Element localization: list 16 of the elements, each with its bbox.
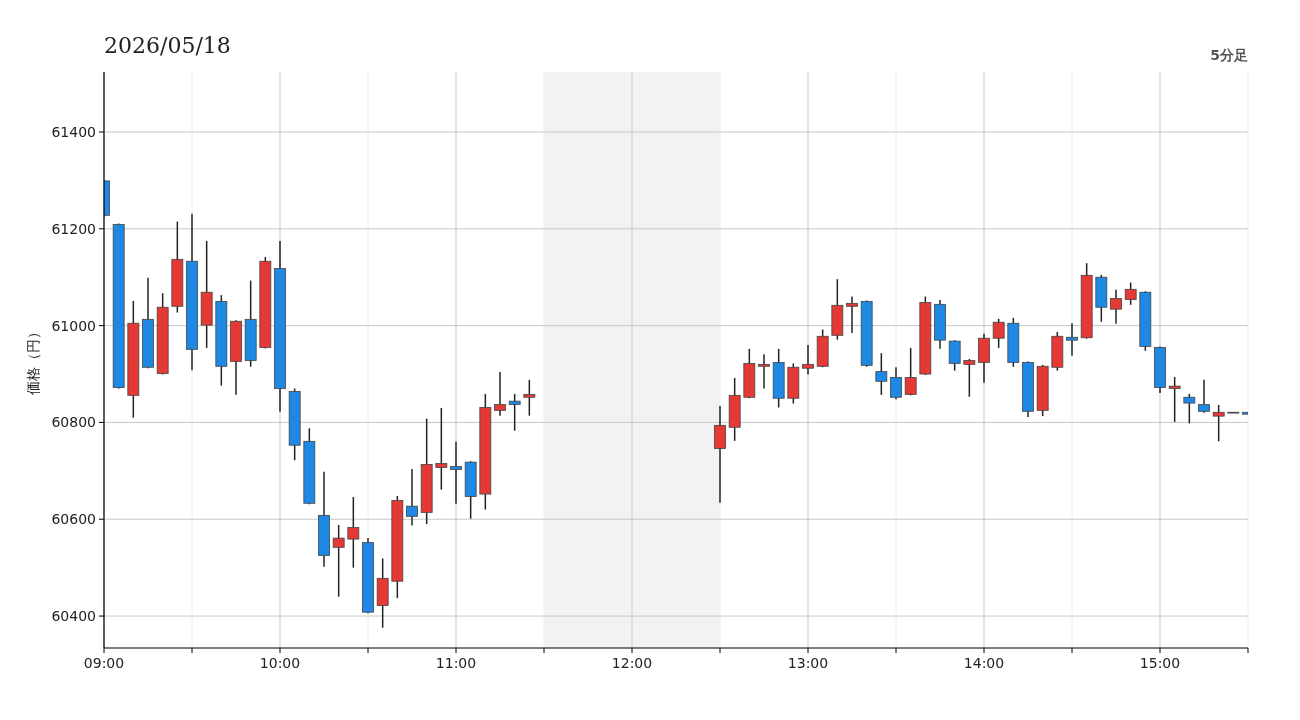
x-tick-label: 10:00: [259, 655, 301, 671]
y-tick-label: 60800: [51, 414, 96, 431]
y-tick-label: 61200: [51, 220, 96, 237]
chart-title: 2026/05/18: [104, 33, 231, 58]
y-tick-label: 60400: [51, 608, 96, 625]
x-tick-label: 09:00: [83, 655, 125, 671]
y-tick-label: 61400: [51, 124, 96, 141]
y-tick-label: 61000: [51, 317, 96, 334]
y-axis-title: 価格（円）: [25, 325, 41, 395]
x-tick-label: 15:00: [1139, 655, 1181, 671]
x-tick-label: 13:00: [787, 655, 829, 671]
y-tick-label: 60600: [51, 511, 96, 528]
x-tick-label: 11:00: [435, 655, 477, 671]
text: 5分足: [1210, 47, 1248, 63]
x-tick-label: 12:00: [611, 655, 653, 671]
x-tick-label: 14:00: [963, 655, 1005, 671]
